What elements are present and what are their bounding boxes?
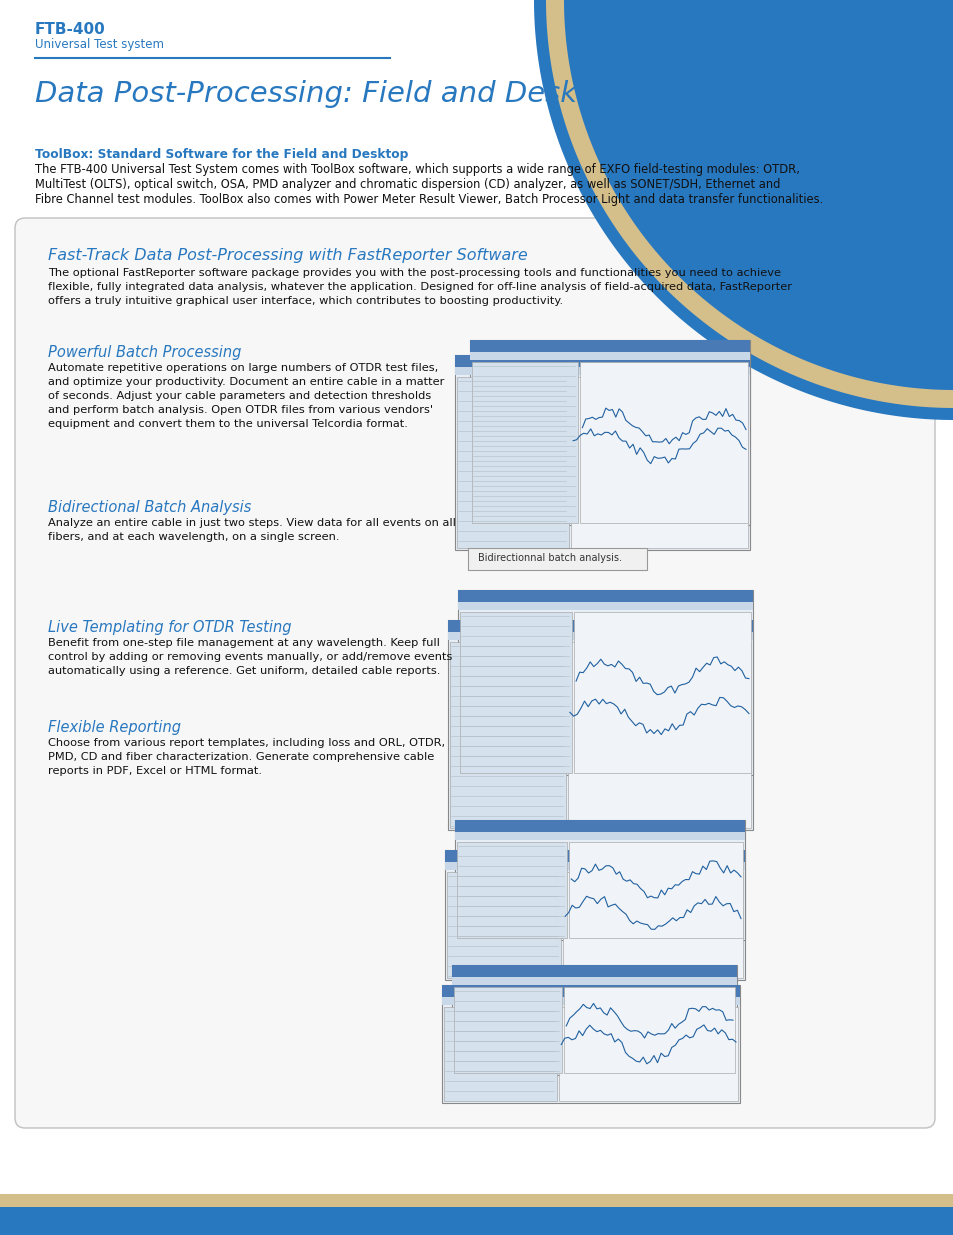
Text: of seconds. Adjust your cable parameters and detection thresholds: of seconds. Adjust your cable parameters… bbox=[48, 391, 431, 401]
Bar bbox=[452, 977, 737, 986]
Bar bbox=[448, 620, 752, 830]
Text: Live Templating for OTDR Testing: Live Templating for OTDR Testing bbox=[48, 620, 292, 635]
Bar bbox=[457, 590, 752, 776]
Bar bbox=[450, 642, 565, 827]
Text: Choose from various report templates, including loss and ORL, OTDR,: Choose from various report templates, in… bbox=[48, 739, 445, 748]
Text: and optimize your productivity. Document an entire cable in a matter: and optimize your productivity. Document… bbox=[48, 377, 444, 387]
Bar bbox=[457, 590, 752, 601]
Bar bbox=[444, 862, 744, 869]
Bar bbox=[444, 850, 744, 862]
Bar bbox=[455, 820, 744, 940]
Bar bbox=[441, 986, 740, 997]
Bar bbox=[447, 872, 560, 978]
Bar bbox=[452, 965, 737, 977]
Bar bbox=[455, 832, 744, 840]
Text: Bidirectionnal batch analysis.: Bidirectionnal batch analysis. bbox=[477, 553, 621, 563]
Text: The optional FastReporter software package provides you with the post-processing: The optional FastReporter software packa… bbox=[48, 268, 781, 278]
FancyBboxPatch shape bbox=[468, 548, 646, 571]
FancyBboxPatch shape bbox=[15, 219, 934, 1128]
Text: Fast-Track Data Post-Processing with FastReporter Software: Fast-Track Data Post-Processing with Fas… bbox=[48, 248, 527, 263]
Text: Data Post-Processing: Field and Desktop Efficiency: Data Post-Processing: Field and Desktop … bbox=[35, 80, 774, 107]
Bar bbox=[470, 340, 749, 525]
Bar bbox=[567, 642, 750, 827]
Text: Analyze an entire cable in just two steps. View data for all events on all: Analyze an entire cable in just two step… bbox=[48, 517, 456, 529]
Bar bbox=[457, 601, 752, 610]
Text: control by adding or removing events manually, or add/remove events: control by adding or removing events man… bbox=[48, 652, 452, 662]
Text: equipment and convert them to the universal Telcordia format.: equipment and convert them to the univer… bbox=[48, 419, 408, 429]
Text: offers a truly intuitive graphical user interface, which contributes to boosting: offers a truly intuitive graphical user … bbox=[48, 296, 562, 306]
Text: and perform batch analysis. Open OTDR files from various vendors': and perform batch analysis. Open OTDR fi… bbox=[48, 405, 433, 415]
Bar bbox=[574, 613, 750, 773]
Bar bbox=[0, 1194, 953, 1207]
Text: ToolBox: Standard Software for the Field and Desktop: ToolBox: Standard Software for the Field… bbox=[35, 148, 408, 161]
Bar bbox=[448, 620, 752, 632]
Text: PMD, CD and fiber characterization. Generate comprehensive cable: PMD, CD and fiber characterization. Gene… bbox=[48, 752, 434, 762]
Bar bbox=[579, 362, 747, 522]
Text: Universal Test system: Universal Test system bbox=[35, 38, 164, 51]
Text: automatically using a reference. Get uniform, detailed cable reports.: automatically using a reference. Get uni… bbox=[48, 666, 440, 676]
Bar bbox=[455, 367, 749, 375]
Bar bbox=[441, 997, 740, 1005]
Text: MultiTest (OLTS), optical switch, OSA, PMD analyzer and chromatic dispersion (CD: MultiTest (OLTS), optical switch, OSA, P… bbox=[35, 178, 780, 191]
Bar bbox=[455, 354, 749, 550]
Text: Bidirectional Batch Analysis: Bidirectional Batch Analysis bbox=[48, 500, 251, 515]
Bar bbox=[455, 354, 749, 367]
Bar bbox=[456, 377, 569, 548]
Bar bbox=[459, 613, 572, 773]
Text: Fibre Channel test modules. ToolBox also comes with Power Meter Result Viewer, B: Fibre Channel test modules. ToolBox also… bbox=[35, 193, 822, 206]
Text: FTB-400: FTB-400 bbox=[35, 22, 106, 37]
Bar bbox=[452, 965, 737, 1074]
Text: Flexible Reporting: Flexible Reporting bbox=[48, 720, 181, 735]
Text: The FTB-400 Universal Test System comes with ToolBox software, which supports a : The FTB-400 Universal Test System comes … bbox=[35, 163, 799, 177]
Bar bbox=[558, 1007, 738, 1100]
Bar bbox=[456, 842, 567, 939]
Bar bbox=[448, 632, 752, 640]
Bar bbox=[454, 987, 561, 1073]
Bar bbox=[455, 820, 744, 832]
Bar bbox=[0, 1207, 953, 1235]
Text: reports in PDF, Excel or HTML format.: reports in PDF, Excel or HTML format. bbox=[48, 766, 262, 776]
Bar bbox=[443, 1007, 557, 1100]
Bar bbox=[569, 842, 742, 939]
Bar bbox=[472, 362, 578, 522]
Text: Benefit from one-step file management at any wavelength. Keep full: Benefit from one-step file management at… bbox=[48, 638, 439, 648]
Bar bbox=[564, 987, 734, 1073]
Bar bbox=[441, 986, 740, 1103]
Polygon shape bbox=[545, 0, 953, 408]
Bar bbox=[444, 850, 744, 981]
Text: fibers, and at each wavelength, on a single screen.: fibers, and at each wavelength, on a sin… bbox=[48, 532, 339, 542]
Bar bbox=[571, 377, 747, 548]
Bar bbox=[470, 352, 749, 359]
Text: flexible, fully integrated data analysis, whatever the application. Designed for: flexible, fully integrated data analysis… bbox=[48, 282, 791, 291]
Bar bbox=[562, 872, 742, 978]
Bar bbox=[470, 340, 749, 352]
Polygon shape bbox=[534, 0, 953, 420]
Text: Powerful Batch Processing: Powerful Batch Processing bbox=[48, 345, 241, 359]
Text: Automate repetitive operations on large numbers of OTDR test files,: Automate repetitive operations on large … bbox=[48, 363, 437, 373]
